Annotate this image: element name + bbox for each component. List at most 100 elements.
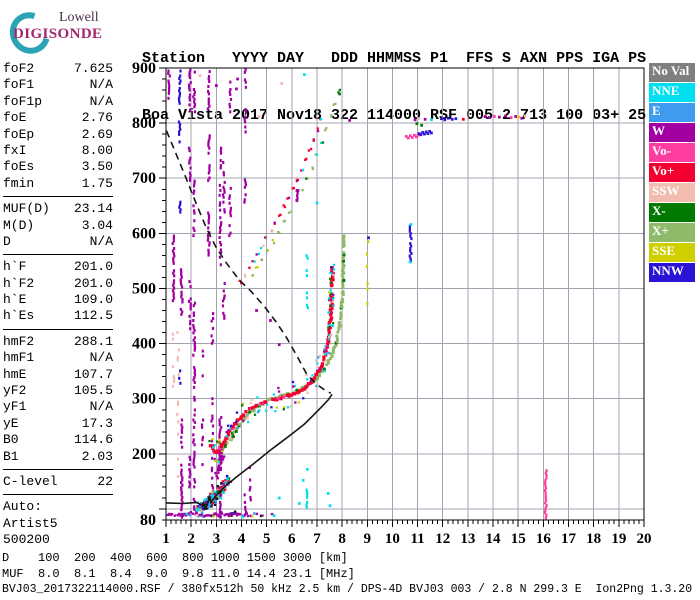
param-row-yf2: yF2 105.5 (3, 383, 113, 399)
station-header-values: Boa Vista 2017 Nov18 322 114000 RSF 005 … (142, 107, 647, 124)
svg-text:1: 1 (162, 531, 170, 547)
param-value: 1.75 (81, 175, 113, 191)
svg-text:11: 11 (410, 531, 424, 547)
legend-item-e: E (649, 103, 695, 122)
svg-text:13: 13 (460, 531, 475, 547)
muf-row: MUF 8.0 8.1 8.4 9.0 9.8 11.0 14.4 23.1 [… (2, 566, 355, 581)
svg-text:800: 800 (132, 115, 156, 132)
param-value: 201.0 (73, 275, 113, 291)
station-header: Station YYYY DAY DDD HHMMSS P1 FFS S AXN… (142, 11, 646, 144)
param-value: 22 (97, 473, 113, 489)
file-info-row: BVJ03_2017322114000.RSF / 380fx512h 50 k… (2, 583, 693, 596)
svg-text:17: 17 (561, 531, 577, 547)
param-value: N/A (89, 77, 113, 93)
svg-text:9: 9 (364, 531, 372, 547)
param-row-fof1p: foF1p N/A (3, 94, 113, 110)
param-row-fof2: foF2 7.625 (3, 61, 113, 77)
param-row-500200: 500200 (3, 532, 113, 548)
legend-item-noval: No Val (649, 63, 695, 82)
divider (3, 254, 113, 256)
footer: D 100 200 400 600 800 1000 1500 3000 [km… (2, 551, 692, 598)
svg-text:700: 700 (132, 170, 156, 187)
divider (3, 468, 113, 470)
svg-text:18: 18 (586, 531, 601, 547)
param-row-hf2: h`F2 201.0 (3, 276, 113, 292)
param-label: D (3, 233, 11, 249)
divider (3, 196, 113, 198)
param-label: hmF2 (3, 333, 35, 349)
svg-text:600: 600 (132, 225, 156, 242)
svg-text:2: 2 (187, 531, 195, 547)
legend-item-x-: X- (649, 203, 695, 222)
param-row-he: h`E 109.0 (3, 292, 113, 308)
param-value: N/A (89, 233, 113, 249)
param-value: 7.625 (73, 61, 113, 76)
svg-text:500: 500 (132, 280, 156, 297)
svg-text:400: 400 (132, 336, 156, 353)
svg-text:16: 16 (536, 531, 552, 547)
param-label: h`F (3, 259, 27, 275)
param-value: N/A (89, 350, 113, 366)
svg-text:3: 3 (213, 531, 221, 547)
param-row-clevel: C-level 22 (3, 474, 113, 490)
param-row-fxi: fxI 8.00 (3, 143, 113, 159)
svg-text:80: 80 (140, 512, 156, 529)
param-row-yf1: yF1 N/A (3, 399, 113, 415)
param-row-hf: h`F 201.0 (3, 259, 113, 275)
legend-item-w: W (649, 123, 695, 142)
param-value: 2.76 (81, 110, 113, 126)
logo-digisonde-text: DIGISONDE (13, 26, 103, 42)
param-label: C-level (3, 473, 58, 489)
param-label: foF1p (3, 93, 43, 109)
param-row-fmin: fmin 1.75 (3, 176, 113, 192)
svg-text:10: 10 (385, 531, 400, 547)
param-value: 3.04 (81, 217, 113, 233)
svg-text:200: 200 (132, 446, 156, 463)
svg-text:900: 900 (132, 60, 156, 77)
param-row-foep: foEp 2.69 (3, 127, 113, 143)
param-value: 114.6 (73, 432, 113, 448)
legend-item-ssw: SSW (649, 183, 695, 202)
param-row-mufd: MUF(D) 23.14 (3, 201, 113, 217)
param-value: 3.50 (81, 159, 113, 175)
param-label: fmin (3, 175, 35, 191)
param-row-hmf1: hmF1 N/A (3, 350, 113, 366)
param-value: 288.1 (73, 333, 113, 349)
legend-item-sse: SSE (649, 243, 695, 262)
svg-text:19: 19 (611, 531, 626, 547)
svg-text:4: 4 (238, 531, 246, 547)
param-value: 112.5 (73, 308, 113, 324)
param-label: B1 (3, 448, 19, 464)
param-label: foEs (3, 159, 35, 175)
param-label: h`Es (3, 308, 35, 324)
lowell-digisonde-logo: Lowell DIGISONDE (2, 4, 120, 61)
param-label: foE (3, 110, 27, 126)
divider (3, 494, 113, 496)
param-label: B0 (3, 432, 19, 448)
legend-item-nne: NNE (649, 83, 695, 102)
legend-item-vo-: Vo- (649, 143, 695, 162)
param-row-fof1: foF1 N/A (3, 77, 113, 93)
svg-text:6: 6 (288, 531, 296, 547)
param-label: yE (3, 415, 19, 431)
param-label: yF1 (3, 399, 27, 415)
param-label: M(D) (3, 217, 35, 233)
param-label: Artist5 (3, 515, 58, 531)
param-value: N/A (89, 399, 113, 415)
param-row-foes: foEs 3.50 (3, 159, 113, 175)
param-row-b0: B0 114.6 (3, 432, 113, 448)
svg-text:5: 5 (263, 531, 271, 547)
divider (3, 328, 113, 330)
param-label: foEp (3, 126, 35, 142)
distance-row: D 100 200 400 600 800 1000 1500 3000 [km… (2, 551, 348, 565)
svg-text:15: 15 (511, 531, 526, 547)
param-label: fxI (3, 142, 27, 158)
svg-text:8: 8 (338, 531, 346, 547)
param-row-auto: Auto: (3, 499, 113, 515)
logo-lowell-text: Lowell (59, 10, 99, 25)
param-value: 2.69 (81, 126, 113, 142)
svg-text:300: 300 (132, 391, 156, 408)
param-label: h`F2 (3, 275, 35, 291)
echo-direction-legend: No Val NNE E W Vo- Vo+ SSW X- X+ SSE NNW (649, 63, 696, 283)
station-header-columns: Station YYYY DAY DDD HHMMSS P1 FFS S AXN… (142, 50, 647, 67)
